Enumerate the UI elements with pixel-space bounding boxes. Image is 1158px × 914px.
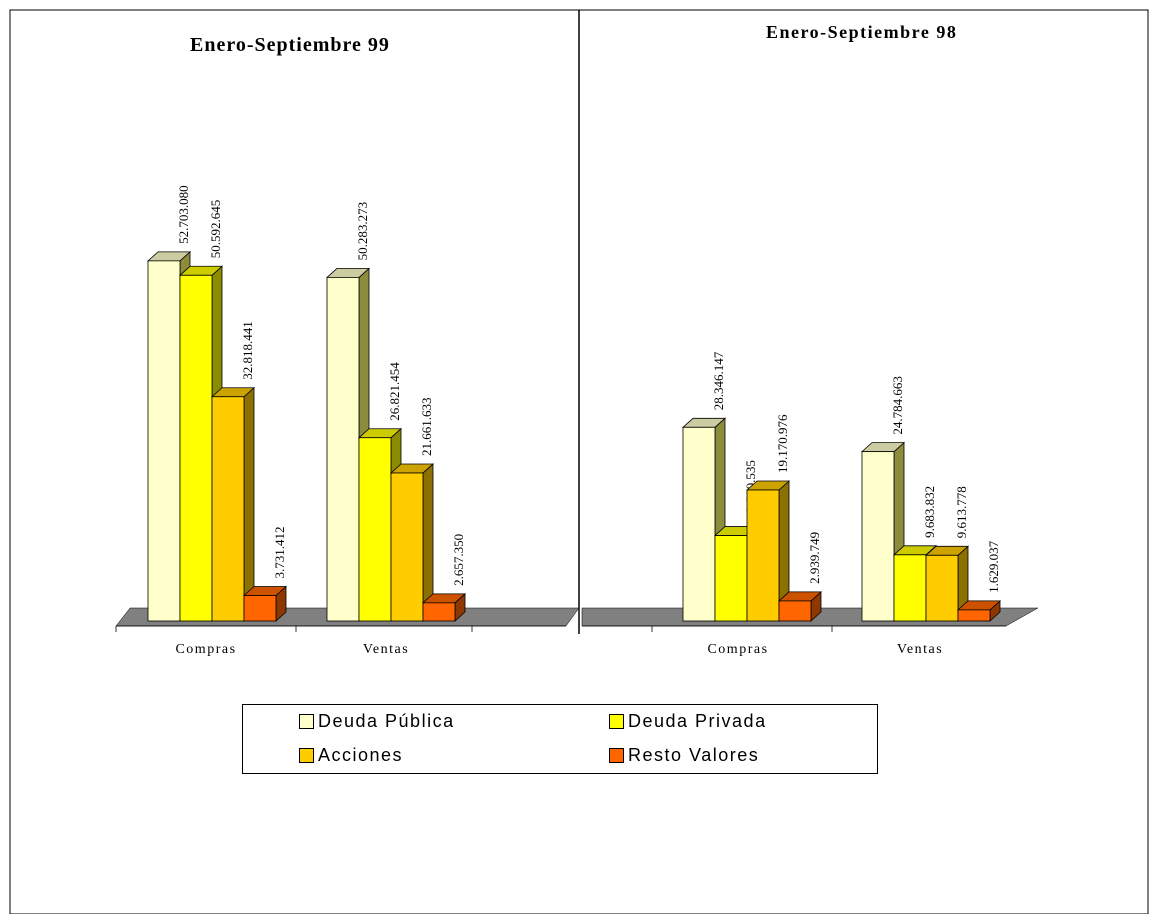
data-label: 1.629.037 [986,540,1001,593]
bar [211,396,245,622]
bar [714,535,748,622]
bar [358,437,392,622]
data-label: 28.346.147 [711,351,726,410]
legend-swatch [609,748,624,763]
data-label: 2.939.749 [807,532,822,584]
legend-item-deuda-privada: Deuda Privada [609,711,767,732]
bar [893,554,927,622]
bar [422,602,456,622]
category-label: Compras [175,642,236,657]
bar [746,489,780,622]
data-label: 32.818.441 [240,321,255,380]
bar [179,274,213,622]
legend-swatch [299,714,314,729]
chart-title-right: Enero-Septiembre 98 [766,22,958,42]
category-label: Ventas [363,642,409,657]
chart-title-left: Enero-Septiembre 99 [190,34,390,56]
bar [390,472,424,622]
data-label: 9.683.832 [922,486,937,538]
bar [682,426,716,622]
bar [925,554,959,622]
legend-item-deuda-publica: Deuda Pública [299,711,455,732]
data-label: 24.784.663 [890,376,905,435]
bar [147,260,181,622]
legend-swatch [299,748,314,763]
data-label: 26.821.454 [387,362,402,421]
legend: Deuda Pública Deuda Privada Acciones Res… [242,704,878,774]
bar [861,451,895,622]
category-label: Compras [707,642,768,657]
legend-item-acciones: Acciones [299,745,403,766]
bar-side [243,386,255,622]
legend-label: Resto Valores [628,745,760,765]
legend-label: Deuda Privada [628,711,767,731]
data-label: 9.613.778 [954,486,969,538]
data-label: 52.703.080 [176,185,191,244]
legend-item-resto-valores: Resto Valores [609,745,759,766]
data-label: 50.283.273 [355,202,370,261]
data-label: 21.661.633 [419,397,434,456]
bar [778,600,812,622]
data-label: 50.592.645 [208,200,223,259]
data-label: 19.170.976 [775,414,790,473]
legend-label: Deuda Pública [318,711,455,731]
bar [957,609,991,622]
bar [243,595,277,622]
legend-swatch [609,714,624,729]
category-label: Ventas [897,642,943,657]
data-label: 3.731.412 [272,527,287,579]
legend-label: Acciones [318,745,404,765]
bar [326,276,360,622]
data-label: 2.657.350 [451,534,466,586]
